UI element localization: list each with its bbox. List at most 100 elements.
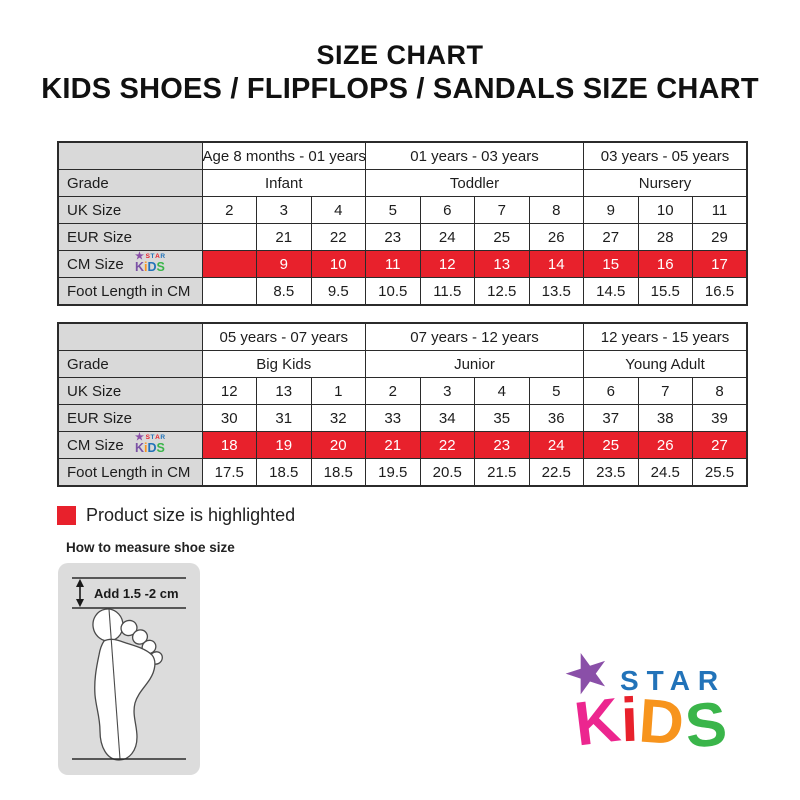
cell-text: 8 <box>552 201 561 219</box>
highlighted-size-cell: 23 <box>474 431 530 459</box>
highlighted-size-cell: 21 <box>365 431 421 459</box>
row-label-cell: CM Size ★ S T A R KiDS <box>57 250 203 278</box>
cell-text: Foot Length in CM <box>67 463 191 481</box>
starkids-logo: ★ STAR KiDS <box>555 637 758 773</box>
cell-text: 12.5 <box>487 282 517 300</box>
cell-text: 18 <box>220 436 238 454</box>
highlighted-size-cell: 13 <box>474 250 530 278</box>
size-cell: 34 <box>419 404 475 432</box>
measure-heading: How to measure shoe size <box>66 540 235 555</box>
red-swatch-icon <box>57 505 76 525</box>
legend-text: Product size is highlighted <box>86 504 296 525</box>
cell-text: Toddler <box>449 174 500 192</box>
row-label-cell: Grade <box>57 169 203 197</box>
cell-text: Junior <box>454 355 495 373</box>
size-cell: Nursery <box>583 169 748 197</box>
highlighted-size-cell: 20 <box>310 431 366 459</box>
cell-text: 12 <box>438 255 456 273</box>
size-cell: Infant <box>201 169 366 197</box>
size-cell: 18.5 <box>256 458 312 487</box>
foot-measure-diagram: Add 1.5 -2 cm <box>72 577 186 761</box>
size-cell: 23.5 <box>583 458 639 487</box>
cell-text: 24.5 <box>650 463 680 481</box>
cell-text: 39 <box>711 409 728 427</box>
cell-text: 11.5 <box>433 282 462 300</box>
cell-text: 15 <box>602 255 620 273</box>
cell-text: 22.5 <box>541 463 571 481</box>
cell-text: 21.5 <box>487 463 517 481</box>
cell-text: 24 <box>547 436 565 454</box>
row-label-cell: UK Size <box>57 377 203 405</box>
cell-text: 25.5 <box>704 463 735 481</box>
highlighted-size-cell: 9 <box>256 250 312 278</box>
cell-text: 9 <box>606 201 615 219</box>
highlighted-size-cell: 11 <box>365 250 421 278</box>
size-cell: 10 <box>637 196 693 224</box>
size-cell: 1 <box>310 377 366 405</box>
cell-text: 2 <box>388 382 397 400</box>
cell-text: 21 <box>275 228 293 246</box>
cell-text: 25 <box>493 228 511 246</box>
cell-text: 19.5 <box>378 463 408 481</box>
cell-text: 10 <box>329 255 347 273</box>
cell-text: 13 <box>493 255 511 273</box>
cell-text: EUR Size <box>67 409 133 427</box>
row-label-cell: Foot Length in CM <box>57 277 203 306</box>
size-cell: 01 years - 03 years <box>365 141 584 170</box>
cell-text: 7 <box>661 382 670 400</box>
page-title: SIZE CHART <box>316 40 484 70</box>
row-label-cell: EUR Size <box>57 404 203 432</box>
size-cell: 6 <box>419 196 475 224</box>
cell-text: 3 <box>279 201 288 219</box>
cell-text: 5 <box>552 382 561 400</box>
size-cell: 14.5 <box>583 277 639 306</box>
starkids-mini-logo-icon: ★ S T A R KiDS <box>135 251 166 274</box>
cell-text: 4 <box>334 201 343 219</box>
highlighted-size-cell: 16 <box>637 250 693 278</box>
size-cell: 17.5 <box>201 458 257 487</box>
cell-text: 11 <box>384 255 401 273</box>
cell-text: CM Size <box>67 436 124 454</box>
row-label-cell: CM Size ★ S T A R KiDS <box>57 431 203 459</box>
size-cell: 32 <box>310 404 366 432</box>
cell-text: 11 <box>711 201 728 219</box>
cell-text: Infant <box>264 174 303 192</box>
size-cell: 23 <box>365 223 421 251</box>
cell-text: UK Size <box>67 382 122 400</box>
cell-text: 26 <box>656 436 674 454</box>
row-label-cell: Grade <box>57 350 203 378</box>
table-row: 05 years - 07 years 07 years - 12 years 12… <box>57 322 748 351</box>
highlighted-size-cell: 25 <box>583 431 639 459</box>
cell-text: 12 <box>220 382 238 400</box>
size-cell: 35 <box>474 404 530 432</box>
highlighted-size-cell: 14 <box>528 250 584 278</box>
size-cell: 33 <box>365 404 421 432</box>
table-row: UK Size 2 3 4 5 6 7 8 9 10 11 <box>57 196 748 224</box>
cell-text: 24 <box>438 228 456 246</box>
highlighted-size-cell: 15 <box>583 250 639 278</box>
cell-text: 6 <box>443 201 452 219</box>
cell-text: 36 <box>547 409 565 427</box>
highlighted-size-cell: 26 <box>637 431 693 459</box>
cell-text: 14.5 <box>596 282 626 300</box>
logo-letter: S <box>682 689 731 762</box>
foot-length-line <box>108 608 121 760</box>
size-cell: 20.5 <box>419 458 475 487</box>
cell-text: 05 years - 07 years <box>219 328 348 346</box>
cell-text: 6 <box>606 382 615 400</box>
size-cell: Age 8 months - 01 years <box>201 141 366 170</box>
cell-text: 4 <box>497 382 506 400</box>
size-cell: 37 <box>583 404 639 432</box>
size-cell: 8 <box>692 377 748 405</box>
size-cell <box>201 277 257 306</box>
cell-text: 22 <box>438 436 456 454</box>
size-table-section-2: 05 years - 07 years 07 years - 12 years 12… <box>57 322 748 487</box>
table-row: EUR Size 30 31 32 33 34 35 36 37 38 39 <box>57 404 748 432</box>
size-cell: 8.5 <box>256 277 312 306</box>
size-cell: 13.5 <box>528 277 584 306</box>
table-row: CM Size ★ S T A R KiDS 9 10 11 12 13 14 15 16 17 <box>57 250 748 278</box>
cell-text: Young Adult <box>625 355 705 373</box>
size-cell: 27 <box>583 223 639 251</box>
size-cell: 10.5 <box>365 277 421 306</box>
